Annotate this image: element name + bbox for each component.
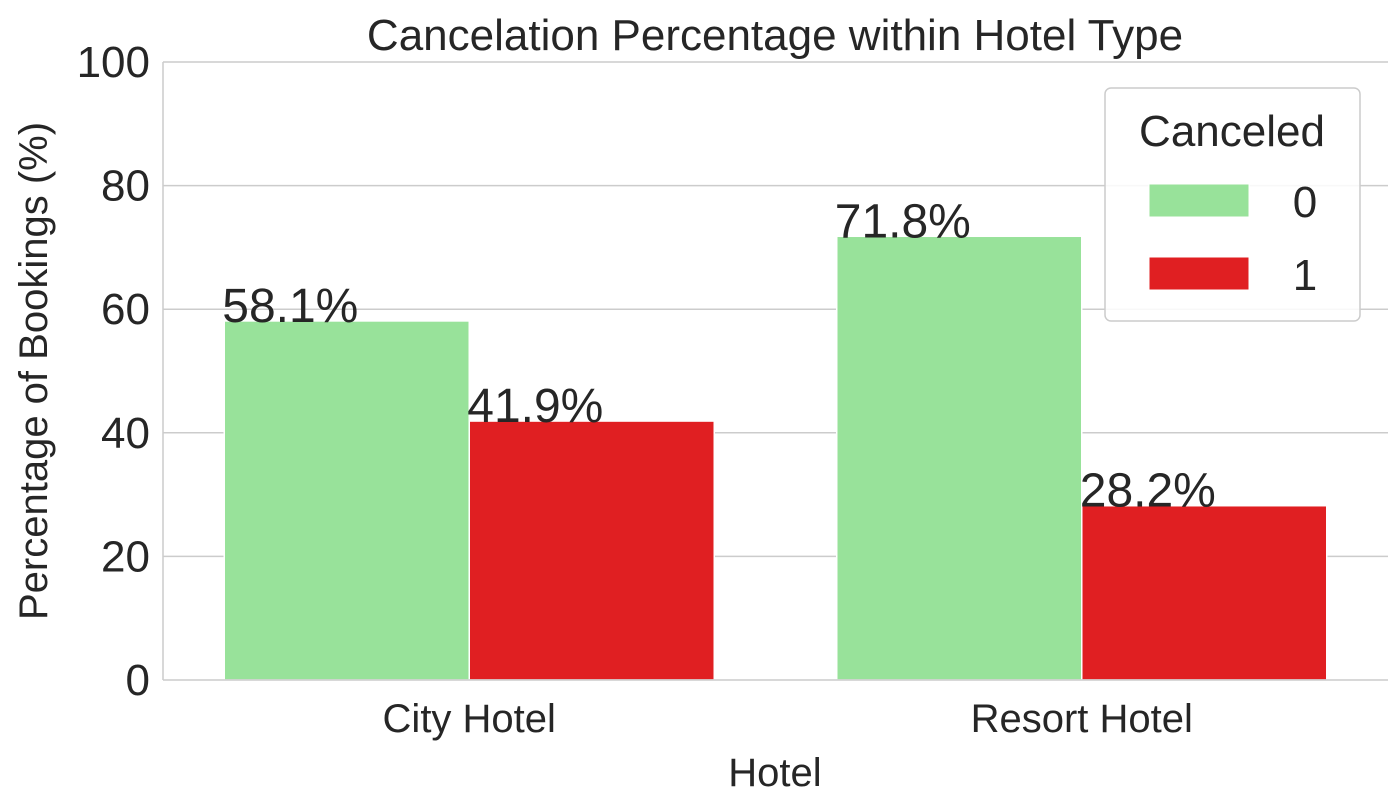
bar-value-label: 58.1% <box>222 280 358 333</box>
y-tick-label: 100 <box>77 38 150 87</box>
legend-swatch <box>1148 183 1250 218</box>
x-tick-label: Resort Hotel <box>971 697 1193 741</box>
legend: Canceled 0 1 <box>1104 87 1361 322</box>
bar-value-labels: 58.1% 41.9% 71.8% 28.2% <box>222 195 1216 517</box>
legend-item-label: 0 <box>1293 178 1317 227</box>
bars <box>223 235 1328 681</box>
y-tick-labels: 0 20 40 60 80 100 <box>77 38 150 705</box>
axes <box>162 62 1388 681</box>
y-tick-label: 20 <box>101 532 150 581</box>
x-tick-label: City Hotel <box>383 697 556 741</box>
legend-title: Canceled <box>1139 107 1325 156</box>
x-axis-label: Hotel <box>728 751 821 795</box>
y-tick-label: 80 <box>101 162 150 211</box>
legend-swatch <box>1148 256 1250 291</box>
bar-value-label: 71.8% <box>835 195 971 248</box>
x-tick-labels: City Hotel Resort Hotel <box>383 697 1193 741</box>
bar <box>1081 504 1328 681</box>
bar-value-label: 41.9% <box>467 380 603 433</box>
y-tick-label: 40 <box>101 409 150 458</box>
y-tick-label: 60 <box>101 285 150 334</box>
bar <box>468 420 715 681</box>
bar <box>223 320 470 681</box>
y-tick-label: 0 <box>126 656 150 705</box>
legend-item-label: 1 <box>1293 251 1317 300</box>
y-axis-label: Percentage of Bookings (%) <box>12 122 56 620</box>
bar <box>836 235 1083 681</box>
chart-title: Cancelation Percentage within Hotel Type <box>367 11 1183 60</box>
bar-value-label: 28.2% <box>1080 465 1216 518</box>
